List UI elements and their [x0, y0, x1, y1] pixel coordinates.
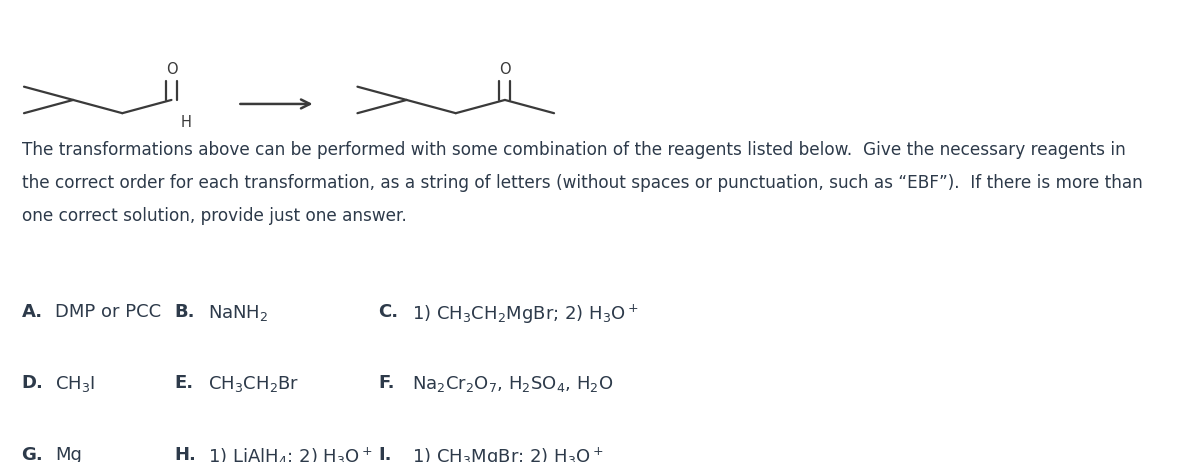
Text: one correct solution, provide just one answer.: one correct solution, provide just one a… [22, 207, 407, 225]
Text: O: O [166, 62, 178, 77]
Text: B.: B. [174, 303, 194, 321]
Text: 1) LiAlH$_4$; 2) H$_3$O$^+$: 1) LiAlH$_4$; 2) H$_3$O$^+$ [208, 446, 373, 462]
Text: F.: F. [378, 374, 395, 392]
Text: CH$_3$I: CH$_3$I [55, 374, 96, 394]
Text: DMP or PCC: DMP or PCC [55, 303, 161, 321]
Text: O: O [499, 62, 511, 77]
Text: G.: G. [22, 446, 43, 462]
Text: D.: D. [22, 374, 43, 392]
Text: H: H [180, 115, 191, 130]
Text: H.: H. [174, 446, 196, 462]
Text: Mg: Mg [55, 446, 82, 462]
Text: E.: E. [174, 374, 193, 392]
Text: I.: I. [378, 446, 391, 462]
Text: The transformations above can be performed with some combination of the reagents: The transformations above can be perform… [22, 141, 1126, 159]
Text: the correct order for each transformation, as a string of letters (without space: the correct order for each transformatio… [22, 174, 1142, 192]
Text: C.: C. [378, 303, 398, 321]
Text: A.: A. [22, 303, 43, 321]
Text: NaNH$_2$: NaNH$_2$ [208, 303, 268, 322]
Text: 1) CH$_3$CH$_2$MgBr; 2) H$_3$O$^+$: 1) CH$_3$CH$_2$MgBr; 2) H$_3$O$^+$ [412, 303, 638, 326]
Text: Na$_2$Cr$_2$O$_7$, H$_2$SO$_4$, H$_2$O: Na$_2$Cr$_2$O$_7$, H$_2$SO$_4$, H$_2$O [412, 374, 613, 394]
Text: CH$_3$CH$_2$Br: CH$_3$CH$_2$Br [208, 374, 299, 394]
Text: 1) CH$_3$MgBr; 2) H$_3$O$^+$: 1) CH$_3$MgBr; 2) H$_3$O$^+$ [412, 446, 604, 462]
